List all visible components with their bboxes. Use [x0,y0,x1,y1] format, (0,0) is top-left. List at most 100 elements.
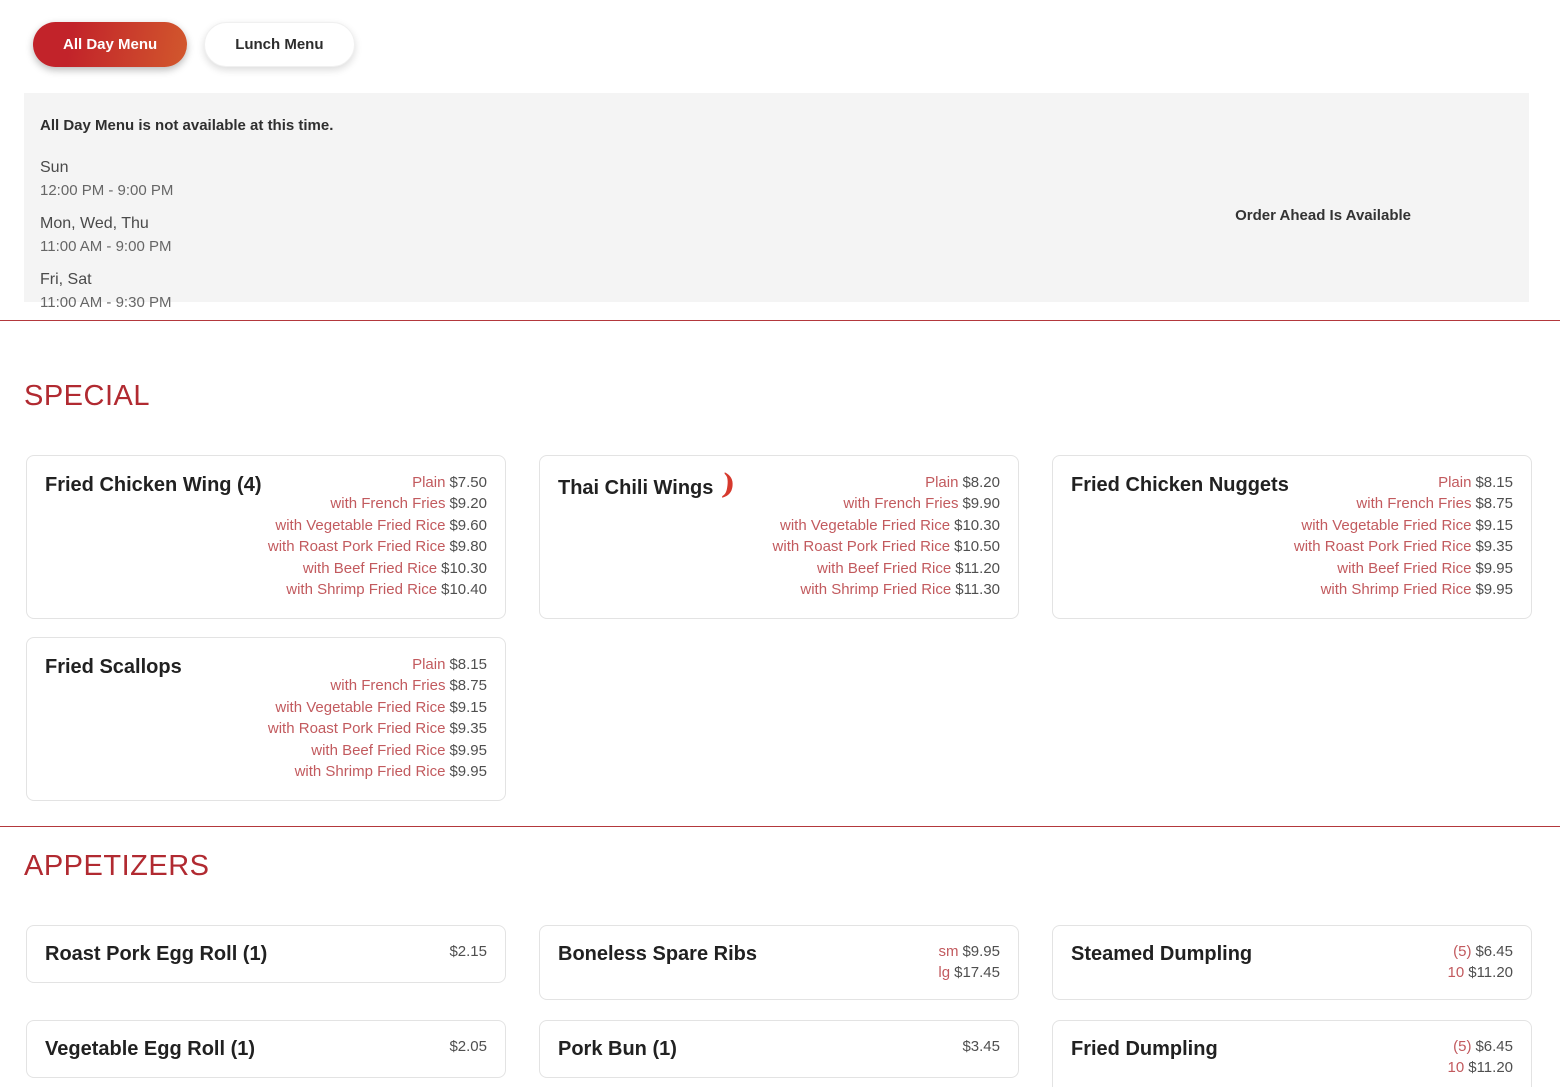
section-divider [0,826,1560,827]
option-price: $2.15 [449,943,487,960]
option-price: $9.95 [449,741,487,759]
option-price: $8.15 [1475,474,1513,491]
option-label: with French Fries [330,677,446,695]
option-label: with Vegetable Fried Rice [780,516,951,534]
option-price: $6.45 [1475,1037,1513,1055]
option-price: $9.20 [449,495,487,513]
hours-row: Mon, Wed, Thu 11:00 AM - 9:00 PM [40,214,1513,256]
hours-time: 11:00 AM - 9:30 PM [40,294,172,311]
option-label: (5) [1453,943,1472,960]
section-title-special: SPECIAL [24,380,150,412]
option-price: $9.90 [962,495,1000,513]
option-price: $9.95 [962,943,1000,960]
menu-item-card-pork-bun[interactable]: Pork Bun (1) $3.45 [539,1019,1019,1078]
option-price: $2.05 [449,1037,487,1055]
menu-item-card-thai-chili-wings[interactable]: Thai Chili Wings) Plain $8.20 with French… [539,455,1019,619]
option-price: $10.50 [954,538,1000,556]
option-label: Plain [1438,474,1472,491]
menu-item-card-roast-pork-egg-roll[interactable]: Roast Pork Egg Roll (1) $2.15 [26,925,506,983]
option-price: $9.95 [1475,581,1513,599]
menu-item-card-vegetable-egg-roll[interactable]: Vegetable Egg Roll (1) $2.05 [26,1019,506,1078]
section-divider [0,320,1560,321]
menu-item-name: Boneless Spare Ribs [558,943,757,965]
hours-time: 11:00 AM - 9:00 PM [40,238,172,255]
option-label: with Roast Pork Fried Rice [772,538,951,556]
menu-item-card-fried-chicken-nuggets[interactable]: Fried Chicken Nuggets Plain $8.15 with Fr… [1052,455,1532,619]
tab-all-day-menu[interactable]: All Day Menu [33,22,188,67]
menu-item-name: Roast Pork Egg Roll (1) [45,943,268,965]
option-label: 10 [1447,1059,1465,1077]
menu-item-card-fried-chicken-wing[interactable]: Fried Chicken Wing (4) Plain $7.50 with F… [26,455,506,619]
hours-row: Fri, Sat 11:00 AM - 9:30 PM [40,270,1513,312]
option-price: $9.60 [449,516,487,534]
option-label: (5) [1453,1037,1472,1055]
option-price: $3.45 [962,1037,1000,1055]
hours-days: Sun [40,159,69,176]
option-price: $11.30 [955,581,1000,599]
hours-row: Sun 12:00 PM - 9:00 PM [40,158,1513,200]
option-price: $9.15 [449,698,487,716]
option-label: with French Fries [330,495,446,513]
option-label: with Beef Fried Rice [302,559,438,577]
option-price: $11.20 [1468,964,1513,982]
option-label: with Vegetable Fried Rice [1301,516,1472,534]
option-label: lg [938,964,951,982]
order-ahead-status: Order Ahead Is Available [1235,207,1411,224]
chili-icon: ) [720,467,738,502]
option-price: $17.45 [954,964,1000,982]
price-options: Plain $7.50 with French Fries $9.20 with V… [268,472,487,600]
menu-item-name: Vegetable Egg Roll (1) [45,1037,256,1060]
tab-lunch-menu[interactable]: Lunch Menu [204,22,355,67]
price-options: $2.05 [449,1036,487,1057]
option-label: Plain [412,474,446,491]
menu-item-card-fried-dumpling[interactable]: Fried Dumpling (5) $6.45 10 $11.20 [1052,1019,1532,1087]
menu-item-name: Fried Scallops [45,656,182,678]
option-price: $9.35 [1475,538,1513,556]
option-label: with Shrimp Fried Rice [1320,581,1472,599]
option-label: with Beef Fried Rice [1337,559,1472,577]
menu-item-card-boneless-spare-ribs[interactable]: Boneless Spare Ribs sm $9.95 lg $17.45 [539,925,1019,1000]
menu-item-card-steamed-dumpling[interactable]: Steamed Dumpling (5) $6.45 10 $11.20 [1052,925,1532,1000]
hours-time: 12:00 PM - 9:00 PM [40,182,174,199]
option-price: $9.35 [449,720,487,738]
option-label: with French Fries [843,495,959,513]
option-label: with Beef Fried Rice [817,559,952,577]
option-price: $8.75 [1475,495,1513,513]
option-label: with Vegetable Fried Rice [275,516,446,534]
option-label: with Shrimp Fried Rice [800,581,952,599]
menu-item-card-fried-scallops[interactable]: Fried Scallops Plain $8.15 with French Fr… [26,637,506,801]
page-title: Menus [25,0,1560,8]
menu-item-name: Thai Chili Wings) [558,467,738,502]
option-price: $10.30 [954,516,1000,534]
option-label: 10 [1447,964,1465,982]
availability-panel: All Day Menu is not available at this ti… [24,93,1529,311]
option-label: with Roast Pork Fried Rice [267,538,446,556]
menu-item-name: Fried Chicken Nuggets [1071,474,1289,496]
option-label: with Roast Pork Fried Rice [267,720,446,738]
price-options: Plain $8.15 with French Fries $8.75 with V… [268,654,487,782]
price-options: Plain $8.15 with French Fries $8.75 with V… [1294,472,1513,600]
option-price: $11.20 [1468,1059,1513,1077]
option-price: $8.20 [962,474,1000,491]
menu-item-name: Pork Bun (1) [558,1037,677,1060]
option-price: $10.30 [441,559,487,577]
option-label: with Shrimp Fried Rice [286,581,438,599]
price-options: $3.45 [962,1036,1000,1057]
menu-tabs: All Day Menu Lunch Menu [33,22,1560,67]
menu-item-name: Fried Dumpling [1071,1037,1218,1060]
option-price: $10.40 [441,581,487,599]
option-label: with Beef Fried Rice [311,741,446,759]
menu-item-name: Steamed Dumpling [1071,943,1253,965]
price-options: sm $9.95 lg $17.45 [938,941,1000,984]
option-label: with Vegetable Fried Rice [275,698,446,716]
option-price: $7.50 [449,474,487,491]
availability-notice: All Day Menu is not available at this ti… [40,117,334,134]
option-price: $9.80 [449,538,487,556]
hours-days: Mon, Wed, Thu [40,215,149,232]
appetizers-grid: Roast Pork Egg Roll (1) $2.15 Boneless S… [26,925,1533,1087]
option-price: $6.45 [1475,943,1513,960]
hours-days: Fri, Sat [40,271,92,288]
option-price: $9.95 [1475,559,1513,577]
option-price: $8.75 [449,677,487,695]
